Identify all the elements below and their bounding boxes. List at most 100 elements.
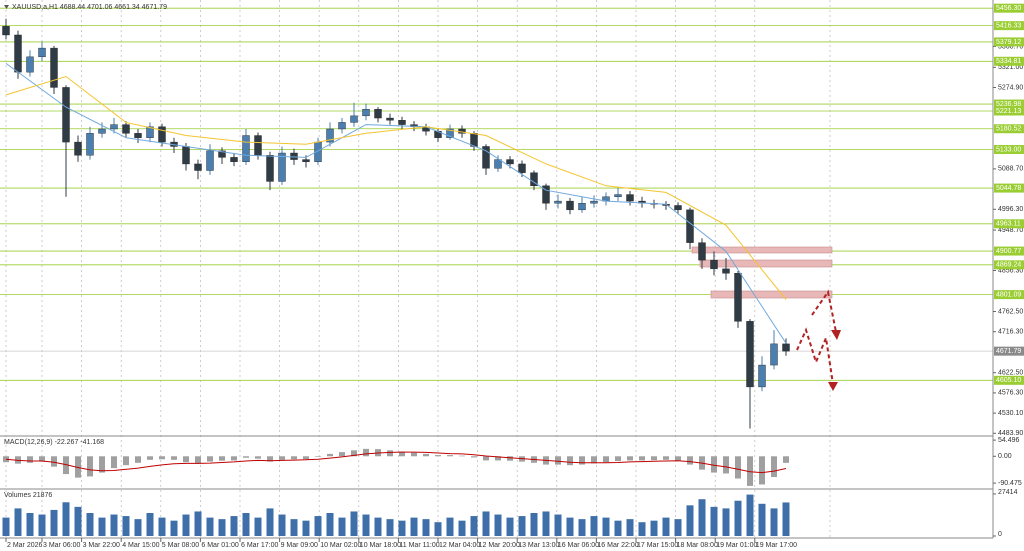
x-tick-label: 10 Mar 02:00 [320,542,361,549]
macd-bar [435,455,441,457]
projection-path [811,289,837,333]
candle-body [194,163,202,171]
candle-body [686,209,694,243]
volume-header: Volumes 21876 [4,492,52,499]
level-label-bg [994,375,1024,385]
volume-bar [290,519,298,536]
current-price-bg [994,346,1024,356]
arrow-head [828,382,838,391]
candle-body [146,126,154,138]
macd-bar [39,456,45,462]
macd-bar [387,450,393,457]
volume-bar [422,519,430,536]
x-tick-label: 4 Mar 15:00 [122,542,159,549]
macd-bar [291,456,297,460]
candle-body [158,126,166,143]
candle-body [62,87,70,143]
volume-bar [350,511,358,536]
candle-body [770,343,778,366]
candle-body [494,159,502,169]
signal-value: -41.168 [80,439,104,446]
level-label: 5379.12 [996,39,1021,46]
macd-bar [711,456,717,473]
macd-bar [279,456,285,460]
volume-bar [14,508,22,536]
chart-header: XAUUSD,a,H1 4688.44 4701.06 4661.34 4671… [12,4,167,11]
candle-body [758,364,766,388]
projection-arrows [796,289,841,391]
macd-bar [495,456,501,461]
volume-label: Volumes [4,492,31,499]
candle-body [218,150,226,158]
volume-bar [374,517,382,536]
volume-bar [458,520,466,536]
candle-body [14,34,22,73]
level-label-bg [994,3,1024,13]
volume-bar [398,520,406,536]
volume-bar [266,508,274,536]
macd-value: -22.267 [55,439,79,446]
candle-body [506,159,514,165]
current-price-label: 4671.79 [996,348,1021,355]
candle-body [290,152,298,160]
y-tick-label: 4948.70 [998,227,1023,234]
level-label-bg [994,219,1024,229]
macd-bar [267,456,273,462]
macd-bar [99,456,105,473]
arrow-head [831,330,841,340]
candle-body [26,56,34,73]
macd-bar [303,456,309,460]
macd-bar [231,456,237,461]
volume-bar [614,520,622,536]
volume-bar [110,514,118,536]
candle-body [74,141,82,156]
volume-bar [254,517,262,536]
ohlc-close: 4671.79 [142,4,167,11]
candle-body [446,128,454,138]
level-label: 5180.52 [996,126,1021,133]
macd-bar [567,456,573,466]
volume-bar [446,517,454,536]
candle-body [350,115,358,123]
candle-body [254,135,262,156]
volume-bar [86,513,94,536]
macd-label: MACD(12,26,9) [4,439,53,446]
symbol: XAUUSD,a,H1 [12,4,58,11]
candle-body [614,194,622,197]
candle-body [86,133,94,156]
x-tick-label: 6 Mar 01:00 [201,542,238,549]
volume-bar [578,519,586,536]
volume-bar [386,519,394,536]
volume-bar [494,514,502,536]
menu-arrow[interactable] [4,5,9,9]
macd-bar [747,456,753,486]
volume-bar [602,517,610,536]
macd-bar [63,456,69,475]
level-label: 5236.98 [996,101,1021,108]
volume-bar [506,517,514,536]
volume-bar [194,511,202,536]
candle-body [206,150,214,171]
x-tick-label: 3 Mar 22:00 [83,542,120,549]
macd-bar [627,456,633,461]
candle-body [782,343,790,352]
volume-bar [590,516,598,536]
volume-tick-label: 27414 [998,489,1018,496]
volume-bar [482,511,490,536]
volume-bar [470,516,478,536]
level-label: 4900.77 [996,248,1021,255]
candle-body [110,124,118,130]
candle-body [746,321,754,388]
volume-bar [554,514,562,536]
macd-signal [5,451,787,474]
volume-bar [74,506,82,536]
x-tick-label: 9 Mar 09:00 [281,542,318,549]
y-tick-label: 4996.30 [998,206,1023,213]
macd-bar [339,452,345,457]
volume-bar [146,513,154,536]
y-tick-label: 4622.50 [998,370,1023,377]
level-label-bg [994,260,1024,270]
macd-bar [147,456,153,460]
macd-bar [315,456,321,457]
